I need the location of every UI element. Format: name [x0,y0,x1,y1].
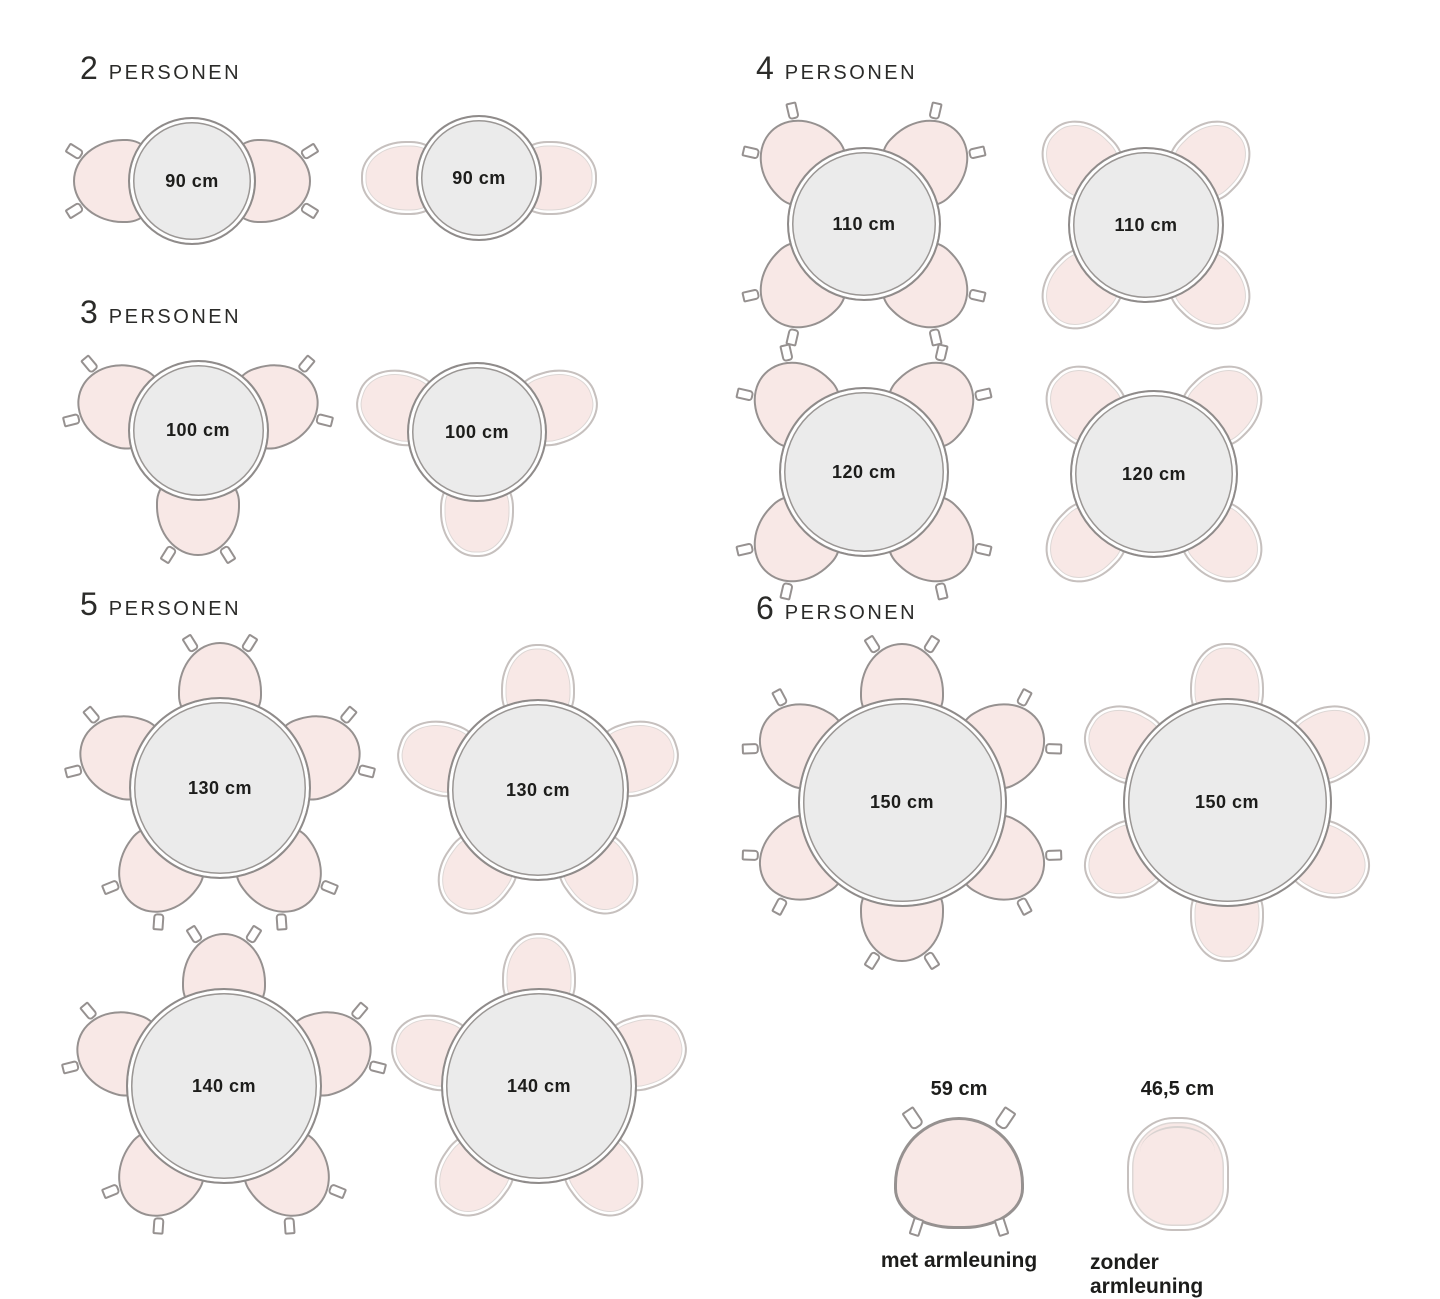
table-diameter-label: 100 cm [444,421,510,442]
table-top: 90 cm [416,115,542,241]
legend-label: zonder armleuning [1090,1251,1204,1298]
table-diameter-label: 90 cm [165,170,219,191]
section-count: 3 [80,294,98,330]
section-word: PERSONEN [108,598,242,620]
table-diameter-label: 110 cm [832,213,896,234]
chair-with-armrest-icon [894,1117,1024,1238]
chair-width-label: 46,5 cm [1140,1078,1215,1100]
table-diameter-label: 140 cm [191,1075,257,1096]
table-top: 120 cm [1070,390,1238,558]
table-top: 90 cm [128,117,256,245]
table-top: 140 cm [441,988,637,1184]
section-heading-3-personen: 3 PERSONEN [80,296,241,328]
section-word: PERSONEN [108,62,242,84]
section-count: 6 [756,590,774,626]
section-count: 5 [80,586,98,622]
chair-foot-icon [993,1216,1010,1238]
table-diameter-label: 90 cm [452,167,506,188]
legend-label: met armleuning [880,1249,1038,1272]
table-top: 110 cm [787,147,941,301]
table-top: 110 cm [1068,147,1224,303]
section-count: 2 [80,50,98,86]
table-top: 120 cm [779,387,949,557]
table-diameter-label: 130 cm [187,777,253,798]
table-diameter-label: 110 cm [1114,214,1178,235]
table-diameter-label: 100 cm [165,419,231,440]
chair-foot-icon [908,1216,925,1238]
legend-item-without-armrest: 46,5 cm zonder armleuning [1090,1078,1265,1299]
table-top: 150 cm [1122,697,1332,907]
table-diameter-label: 120 cm [1121,463,1187,484]
legend-item-with-armrest: 59 cm met armleuning [880,1078,1038,1273]
table-diameter-label: 120 cm [831,461,897,482]
table-diameter-label: 130 cm [505,779,571,800]
section-count: 4 [756,50,774,86]
table-top: 140 cm [126,988,322,1184]
section-word: PERSONEN [784,62,918,84]
table-top: 100 cm [407,362,547,502]
table-top: 100 cm [127,359,269,501]
section-word: PERSONEN [784,602,918,624]
table-diameter-label: 150 cm [869,791,935,812]
section-heading-4-personen: 4 PERSONEN [756,52,917,84]
table-diameter-label: 140 cm [506,1075,572,1096]
section-heading-2-personen: 2 PERSONEN [80,52,241,84]
table-top: 130 cm [129,697,311,879]
table-top: 130 cm [447,699,629,881]
section-word: PERSONEN [108,306,242,328]
chair-without-armrest-icon [1126,1117,1229,1231]
section-heading-5-personen: 5 PERSONEN [80,588,241,620]
table-diameter-label: 150 cm [1194,791,1260,812]
section-heading-6-personen: 6 PERSONEN [756,592,917,624]
table-top: 150 cm [797,697,1007,907]
chair-width-label: 59 cm [930,1078,988,1100]
